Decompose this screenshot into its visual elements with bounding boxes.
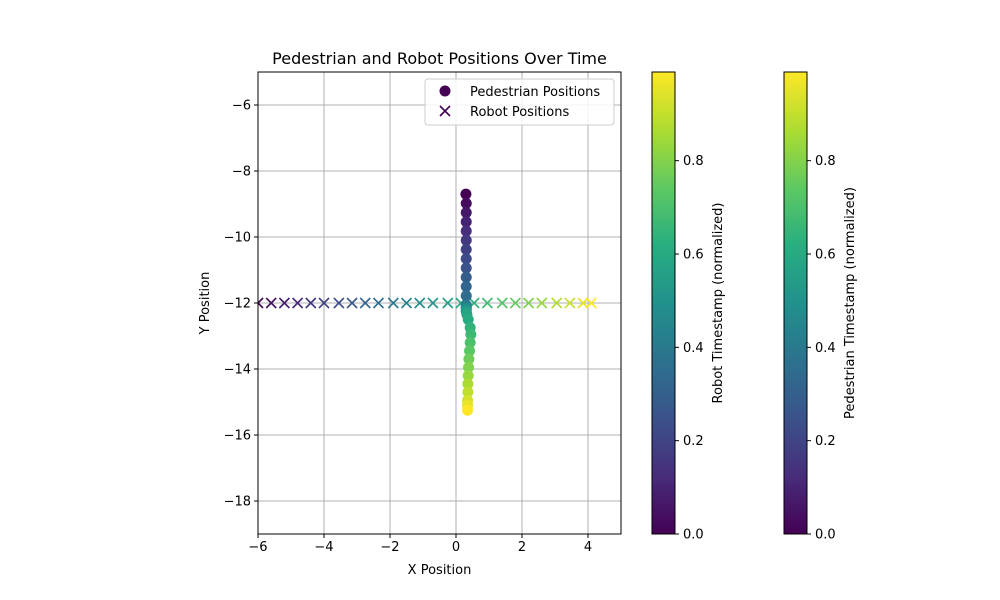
robot-position-point bbox=[372, 297, 385, 309]
colorbar-robot-gradient bbox=[651, 71, 676, 535]
robot-position-point bbox=[333, 297, 345, 309]
pedestrian-position-point bbox=[463, 353, 475, 365]
robot-position-point bbox=[387, 297, 399, 309]
robot-position-point bbox=[292, 297, 304, 309]
colorbar-tick-label: 0.8 bbox=[683, 154, 704, 169]
robot-position-point bbox=[564, 297, 576, 309]
colorbar-tick-label: 0.4 bbox=[683, 341, 704, 356]
pedestrian-position-point bbox=[460, 216, 472, 228]
robot-position-point bbox=[305, 297, 317, 309]
pedestrian-position-point bbox=[462, 370, 474, 382]
x-tick-label: −2 bbox=[380, 540, 399, 555]
robot-position-point bbox=[265, 297, 277, 309]
y-axis-label: Y Position bbox=[198, 272, 213, 336]
colorbar-tick-label: 0.4 bbox=[815, 341, 836, 356]
robot-position-point bbox=[258, 297, 264, 309]
colorbar-pedestrian-label: Pedestrian Timestamp (normalized) bbox=[843, 187, 858, 419]
pedestrian-position-point bbox=[462, 386, 474, 398]
colorbar-pedestrian-gradient bbox=[783, 71, 808, 535]
x-axis-label: X Position bbox=[408, 563, 472, 578]
colorbar-robot: 0.0 0.2 0.4 0.6 0.8 Robot Timestamp (normali… bbox=[651, 71, 726, 543]
chart-title: Pedestrian and Robot Positions Over Time bbox=[272, 49, 607, 68]
robot-position-point bbox=[400, 297, 413, 309]
pedestrian-position-point bbox=[460, 262, 472, 274]
colorbar-tick-label: 0.6 bbox=[815, 248, 836, 263]
legend: Pedestrian Positions Robot Positions bbox=[424, 78, 615, 126]
robot-position-point bbox=[481, 297, 493, 309]
pedestrian-position-point bbox=[460, 253, 472, 265]
colorbar-robot-ticks: 0.0 0.2 0.4 0.6 0.8 bbox=[675, 154, 704, 543]
pedestrian-position-point bbox=[460, 188, 472, 200]
colorbar-tick-label: 0.8 bbox=[815, 154, 836, 169]
robot-position-point bbox=[346, 297, 358, 309]
grid bbox=[257, 72, 621, 534]
colorbar-robot-label: Robot Timestamp (normalized) bbox=[711, 203, 726, 404]
pedestrian-position-point bbox=[460, 234, 472, 246]
pedestrian-position-point bbox=[460, 281, 472, 292]
robot-position-point bbox=[496, 297, 508, 309]
y-axis-ticks: −6 −8 −10 −12 −14 −16 −18 bbox=[224, 99, 258, 510]
pedestrian-position-point bbox=[460, 225, 472, 237]
pedestrian-position-point bbox=[460, 197, 472, 209]
colorbar-pedestrian-ticks: 0.0 0.2 0.4 0.6 0.8 bbox=[807, 154, 836, 543]
x-tick-label: 2 bbox=[518, 540, 526, 555]
robot-position-point bbox=[442, 297, 454, 309]
colorbar-tick-label: 0.2 bbox=[815, 434, 836, 449]
robot-position-point bbox=[577, 297, 589, 309]
legend-label-pedestrian: Pedestrian Positions bbox=[470, 85, 600, 100]
y-tick-label: −18 bbox=[224, 495, 251, 510]
robot-position-point bbox=[551, 297, 563, 309]
x-tick-label: 0 bbox=[452, 540, 460, 555]
robot-position-point bbox=[427, 297, 439, 309]
y-tick-label: −16 bbox=[224, 429, 251, 444]
data-marks bbox=[258, 188, 597, 416]
colorbar-tick-label: 0.0 bbox=[815, 528, 836, 543]
x-axis-ticks: −6 −4 −2 0 2 4 bbox=[248, 534, 592, 555]
colorbar-tick-label: 0.2 bbox=[683, 434, 704, 449]
pedestrian-position-point bbox=[462, 314, 474, 325]
y-tick-label: −10 bbox=[224, 231, 251, 246]
colorbar-tick-label: 0.6 bbox=[683, 248, 704, 263]
pedestrian-position-point bbox=[462, 378, 474, 390]
pedestrian-position-point bbox=[464, 337, 476, 349]
robot-position-point bbox=[585, 297, 597, 309]
pedestrian-position-point bbox=[460, 290, 472, 302]
y-tick-label: −14 bbox=[224, 363, 251, 378]
pedestrian-position-point bbox=[460, 244, 472, 256]
robot-position-point bbox=[523, 297, 535, 309]
robot-position-point bbox=[536, 297, 548, 309]
y-tick-label: −6 bbox=[232, 99, 251, 114]
x-tick-label: 4 bbox=[584, 540, 592, 555]
pedestrian-position-point bbox=[462, 404, 474, 416]
x-tick-label: −6 bbox=[248, 540, 267, 555]
pedestrian-position-point bbox=[460, 207, 472, 219]
robot-position-point bbox=[414, 297, 426, 309]
legend-box bbox=[424, 78, 615, 126]
legend-marker-robot bbox=[439, 105, 451, 117]
pedestrian-position-point bbox=[464, 345, 476, 357]
legend-marker-pedestrian bbox=[439, 85, 451, 97]
robot-position-point bbox=[509, 297, 521, 309]
colorbar-pedestrian: 0.0 0.2 0.4 0.6 0.8 Pedestrian Timestamp (no… bbox=[783, 71, 858, 543]
y-tick-label: −8 bbox=[232, 165, 251, 180]
robot-position-point bbox=[359, 297, 371, 309]
pedestrian-position-point bbox=[463, 361, 475, 373]
pedestrian-position-point bbox=[460, 271, 472, 283]
robot-position-point bbox=[318, 297, 330, 309]
pedestrian-position-point bbox=[465, 328, 477, 340]
colorbar-tick-label: 0.0 bbox=[683, 528, 704, 543]
x-tick-label: −4 bbox=[314, 540, 333, 555]
robot-position-point bbox=[278, 297, 290, 309]
y-tick-label: −12 bbox=[224, 297, 251, 312]
legend-label-robot: Robot Positions bbox=[470, 105, 569, 120]
